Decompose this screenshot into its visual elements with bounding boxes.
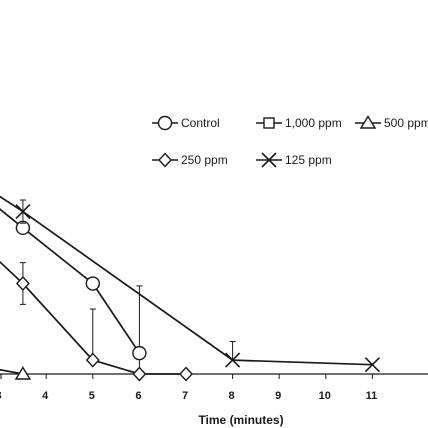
- x-tick-label-8: 8: [229, 390, 235, 402]
- data-point-control-3: [132, 345, 147, 361]
- legend-label-1-000-ppm: 1,000 ppm: [285, 116, 342, 130]
- x-tick-label-6: 6: [135, 390, 141, 402]
- data-point-500-ppm-1: [14, 366, 32, 380]
- x-tick-label-5: 5: [89, 390, 95, 402]
- data-point-125-ppm-3: [364, 357, 380, 373]
- x-tick-label-10: 10: [319, 390, 331, 402]
- x-axis-title: Time (minutes): [198, 413, 283, 427]
- data-point-250-ppm-4: [179, 366, 193, 382]
- legend-marker-125-ppm: [261, 152, 277, 168]
- legend-marker-250-ppm: [158, 152, 172, 168]
- x-tick-label-7: 7: [182, 390, 188, 402]
- legend-marker-control: [157, 115, 173, 131]
- x-tick-label-9: 9: [275, 390, 281, 402]
- series-line-500-ppm: [0, 368, 24, 375]
- series-line-125-ppm: [0, 195, 373, 366]
- x-tick-label-11: 11: [366, 390, 378, 402]
- legend-label-500-ppm: 500 ppm: [384, 116, 428, 130]
- series-line-control: [0, 208, 141, 354]
- x-tick-label-4: 4: [42, 390, 49, 402]
- legend-label-125-ppm: 125 ppm: [285, 153, 332, 167]
- data-point-250-ppm-2: [85, 352, 100, 368]
- legend-marker-1-000-ppm: [263, 117, 275, 129]
- x-tick-label-3: 3: [0, 390, 2, 402]
- data-point-125-ppm-2: [225, 352, 241, 368]
- legend-label-250-ppm: 250 ppm: [181, 153, 228, 167]
- data-point-250-ppm-1: [15, 275, 30, 292]
- data-point-250-ppm-3: [132, 366, 147, 382]
- legend-label-control: Control: [181, 116, 220, 130]
- legend-marker-500-ppm: [359, 115, 377, 129]
- data-point-125-ppm-1: [15, 204, 31, 220]
- data-point-control-2: [85, 276, 101, 291]
